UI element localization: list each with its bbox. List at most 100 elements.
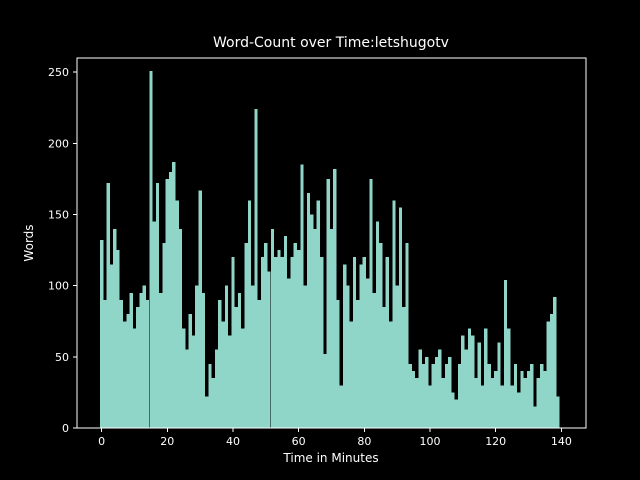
bar <box>257 299 261 428</box>
bar <box>510 385 514 428</box>
bar <box>211 378 215 428</box>
bar <box>280 257 284 428</box>
bar <box>375 221 380 428</box>
bar <box>543 371 547 428</box>
chart-title: Word-Count over Time:letshugotv <box>213 35 449 51</box>
y-axis-ticks: 0 50 100 150 200 250 <box>48 66 77 435</box>
bar <box>339 385 343 428</box>
bar <box>434 356 439 428</box>
bar <box>251 285 255 428</box>
bar <box>369 178 373 428</box>
y-tick-label: 100 <box>48 280 69 293</box>
bar <box>500 385 504 428</box>
bar <box>356 299 360 428</box>
bar <box>349 321 353 428</box>
bar <box>388 321 393 428</box>
bar <box>195 285 199 428</box>
bar <box>402 307 406 428</box>
bar <box>293 243 298 428</box>
bar <box>405 243 409 428</box>
bar <box>461 335 465 428</box>
x-tick-label: 20 <box>160 435 174 448</box>
bar <box>359 264 363 428</box>
bar <box>303 285 307 428</box>
bar <box>477 342 481 428</box>
bar <box>379 243 383 428</box>
bar <box>487 363 491 428</box>
bar <box>526 371 531 428</box>
bar <box>126 314 130 428</box>
bar <box>159 292 163 428</box>
bar <box>362 257 366 428</box>
x-tick-label: 120 <box>485 435 506 448</box>
bar <box>530 363 534 428</box>
bar <box>320 257 324 428</box>
bar <box>441 378 445 428</box>
bar <box>191 335 196 428</box>
y-tick-label: 50 <box>55 351 69 364</box>
bar <box>145 299 150 428</box>
bar <box>198 190 202 428</box>
bar <box>382 307 386 428</box>
bar <box>132 328 137 428</box>
bar <box>208 363 212 428</box>
bar <box>103 299 107 428</box>
bar <box>106 183 110 428</box>
bar <box>290 257 294 428</box>
bar <box>168 171 173 428</box>
bar <box>178 228 183 428</box>
bar <box>425 356 429 428</box>
bar <box>122 321 127 428</box>
bar <box>185 349 189 428</box>
x-tick-label: 140 <box>551 435 572 448</box>
bar <box>336 299 340 428</box>
bar <box>201 292 206 428</box>
bar <box>454 399 458 428</box>
bar <box>411 371 416 428</box>
bar <box>342 264 347 428</box>
bar <box>188 314 192 428</box>
bar <box>395 285 399 428</box>
bar <box>224 285 229 428</box>
bar <box>237 292 242 428</box>
bars-group <box>99 70 560 429</box>
bar <box>494 371 498 428</box>
bar <box>172 161 176 428</box>
bar <box>484 328 488 428</box>
bar <box>149 70 153 428</box>
bar <box>323 354 327 428</box>
bar <box>119 299 123 428</box>
bar <box>352 257 357 428</box>
bar <box>467 328 472 428</box>
bar <box>536 378 541 428</box>
x-tick-label: 100 <box>420 435 441 448</box>
y-tick-label: 0 <box>62 422 69 435</box>
y-tick-label: 150 <box>48 209 69 222</box>
bar <box>385 257 389 428</box>
bar <box>129 292 133 428</box>
x-tick-label: 0 <box>98 435 105 448</box>
x-tick-label: 40 <box>226 435 240 448</box>
bar <box>520 371 524 428</box>
bar <box>333 169 337 428</box>
bar <box>165 178 169 428</box>
bar <box>162 243 166 428</box>
y-tick-label: 200 <box>48 137 69 150</box>
bar <box>392 200 396 428</box>
bar <box>247 200 252 428</box>
bar <box>346 285 350 428</box>
bar <box>310 214 314 428</box>
bar <box>497 342 501 428</box>
x-tick-label: 80 <box>357 435 371 448</box>
bar <box>267 271 271 428</box>
bar <box>300 164 304 429</box>
bar <box>549 314 554 428</box>
y-tick-label: 250 <box>48 66 69 79</box>
bar <box>214 349 219 428</box>
bar <box>99 240 104 428</box>
bar <box>254 109 258 428</box>
bar <box>451 392 455 428</box>
bar <box>142 285 146 428</box>
bar <box>513 363 518 428</box>
bar <box>490 378 495 428</box>
